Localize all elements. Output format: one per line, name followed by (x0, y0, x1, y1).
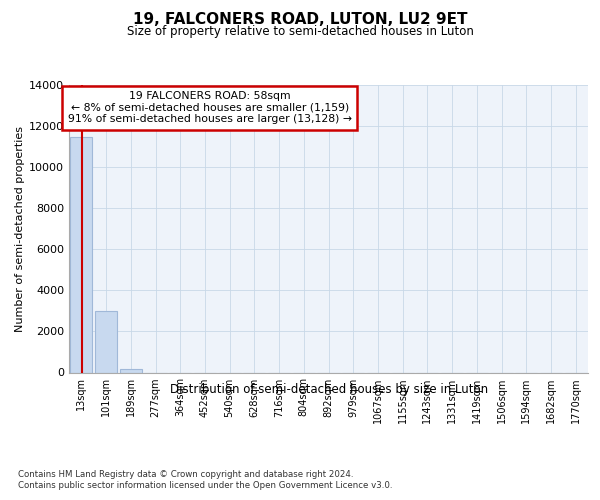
Bar (95, 311, 117, 372)
Text: Size of property relative to semi-detached houses in Luton: Size of property relative to semi-detach… (127, 25, 473, 38)
Text: Distribution of semi-detached houses by size in Luton: Distribution of semi-detached houses by … (170, 382, 488, 396)
Text: 19, FALCONERS ROAD, LUTON, LU2 9ET: 19, FALCONERS ROAD, LUTON, LU2 9ET (133, 12, 467, 28)
Text: Contains HM Land Registry data © Crown copyright and database right 2024.: Contains HM Land Registry data © Crown c… (18, 470, 353, 479)
Text: 19 FALCONERS ROAD: 58sqm
← 8% of semi-detached houses are smaller (1,159)
91% of: 19 FALCONERS ROAD: 58sqm ← 8% of semi-de… (68, 91, 352, 124)
Y-axis label: Number of semi-detached properties: Number of semi-detached properties (15, 126, 25, 332)
Bar (119, 369, 142, 372)
Text: Contains public sector information licensed under the Open Government Licence v3: Contains public sector information licen… (18, 481, 392, 490)
Bar (70, 138, 92, 372)
